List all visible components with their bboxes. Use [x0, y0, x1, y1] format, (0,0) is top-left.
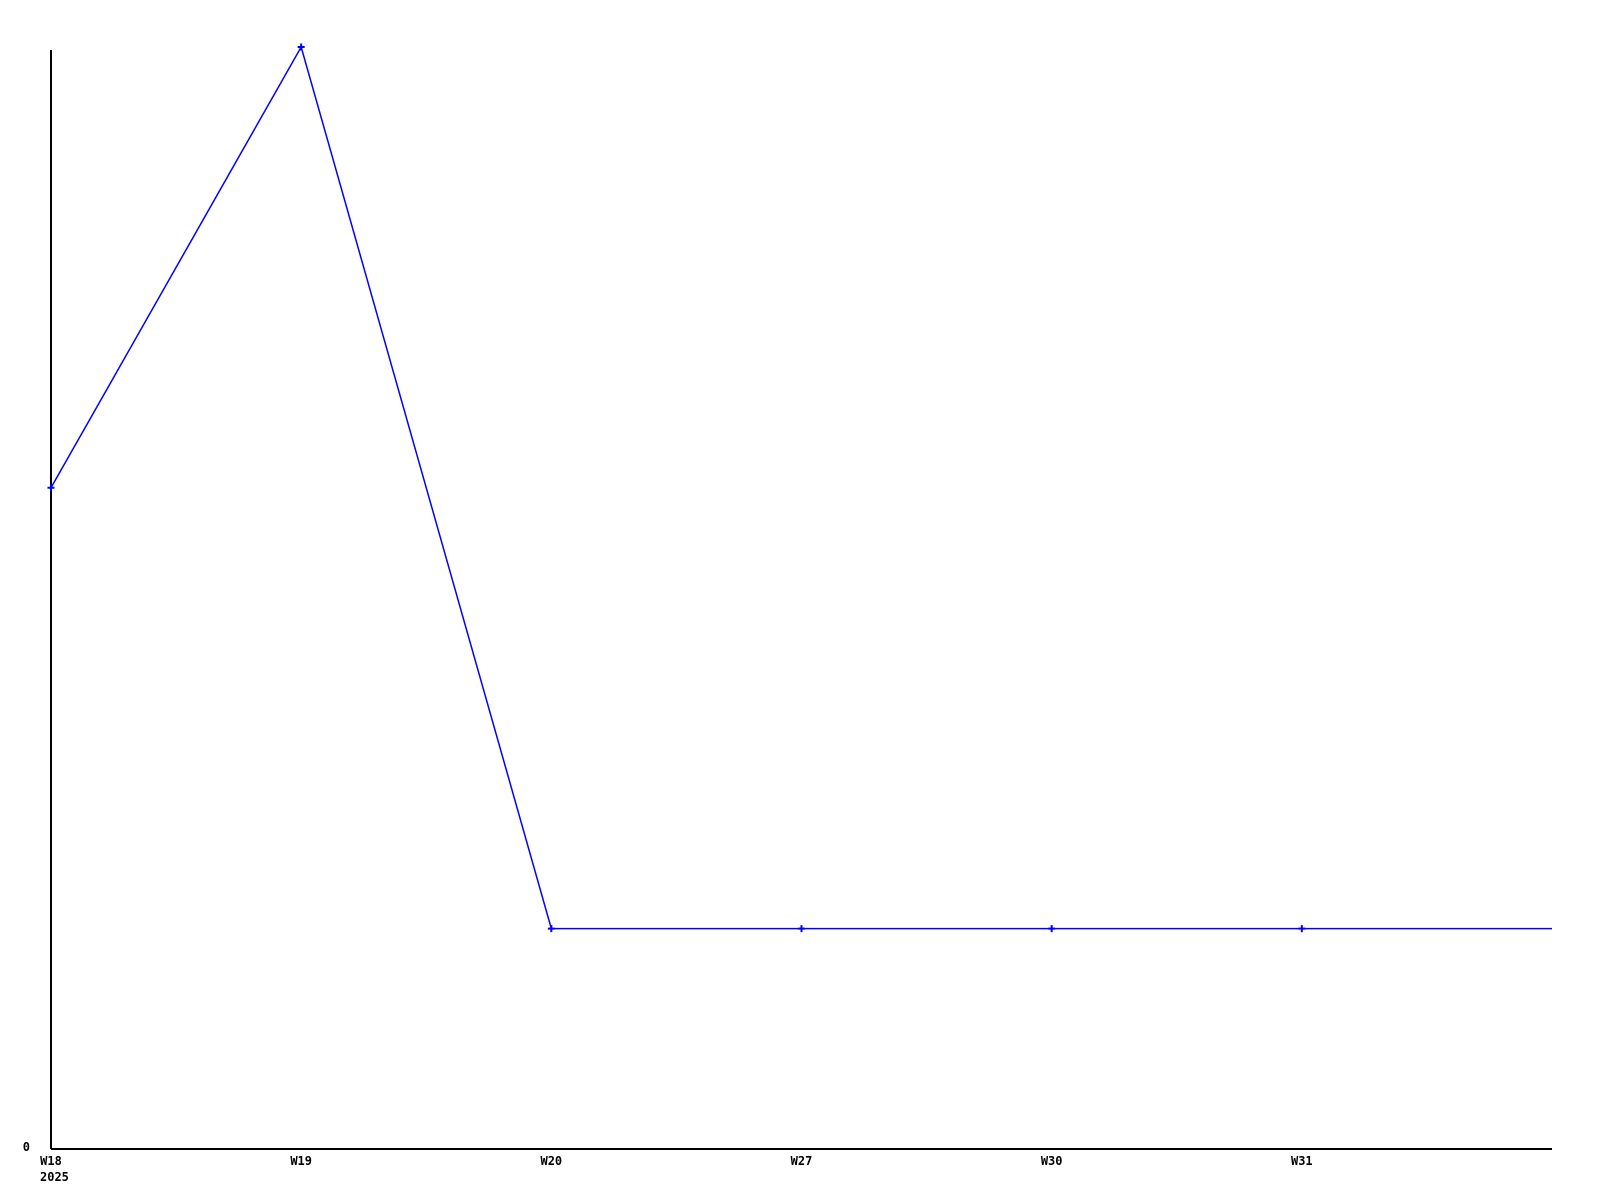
data-point-marker — [798, 925, 805, 933]
data-point-marker — [47, 484, 55, 492]
x-tick-label: W31 — [1291, 1154, 1313, 1168]
x-tick-label: W27 — [791, 1154, 813, 1168]
data-point-marker — [1048, 925, 1056, 933]
x-tick-label: W18 — [40, 1154, 62, 1168]
data-point-marker — [297, 43, 305, 51]
data-point-marker — [547, 925, 555, 933]
data-point-marker — [1298, 925, 1306, 933]
x-tick-label: W19 — [290, 1154, 312, 1168]
x-tick-label: W30 — [1041, 1154, 1063, 1168]
x-tick-label: W20 — [540, 1154, 562, 1168]
data-series-line — [50, 45, 1552, 930]
y-zero-label: 0 — [23, 1140, 30, 1154]
year-label: 2025 — [40, 1170, 69, 1184]
